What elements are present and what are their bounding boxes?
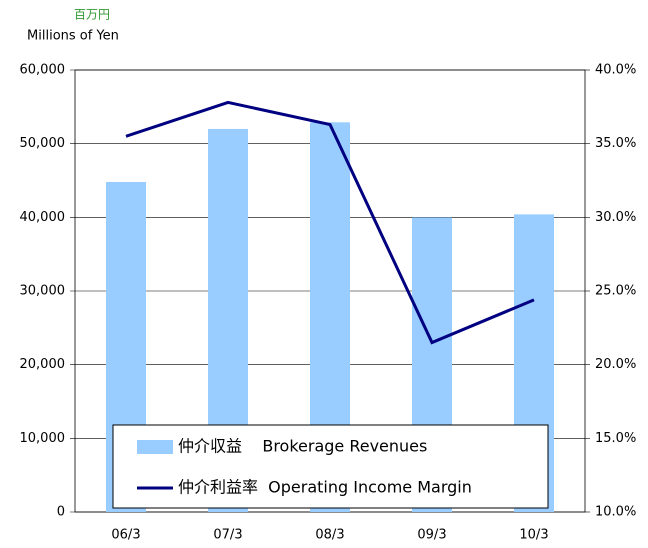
x-tick-label: 09/3 — [417, 528, 446, 543]
x-tick-label: 06/3 — [111, 528, 140, 543]
y2-tick-label: 30.0% — [595, 210, 636, 225]
unit-label-jp: 百万円 — [74, 8, 110, 22]
y-tick-label: 10,000 — [20, 431, 66, 446]
y-tick-label: 60,000 — [20, 63, 66, 78]
y2-tick-label: 20.0% — [595, 357, 636, 372]
unit-label: Millions of Yen — [27, 29, 119, 44]
legend-label: 仲介収益 Brokerage Revenues — [178, 437, 427, 456]
y2-tick-label: 15.0% — [595, 431, 636, 446]
legend-label: 仲介利益率 Operating Income Margin — [178, 478, 472, 497]
x-tick-label: 07/3 — [213, 528, 242, 543]
line — [125, 100, 535, 345]
y2-tick-label: 10.0% — [595, 505, 636, 520]
y-tick-label: 30,000 — [20, 284, 66, 299]
y-tick-label: 40,000 — [20, 210, 66, 225]
x-tick-label: 10/3 — [519, 528, 548, 543]
x-tick-label: 08/3 — [315, 528, 344, 543]
y-tick-label: 50,000 — [20, 136, 66, 151]
y-tick-label: 0 — [57, 505, 65, 520]
y-tick-label: 20,000 — [20, 357, 66, 372]
y2-tick-label: 25.0% — [595, 284, 636, 299]
legend-swatch — [137, 440, 173, 454]
y2-tick-label: 40.0% — [595, 63, 636, 78]
y2-tick-label: 35.0% — [595, 136, 636, 151]
legend — [112, 424, 549, 509]
